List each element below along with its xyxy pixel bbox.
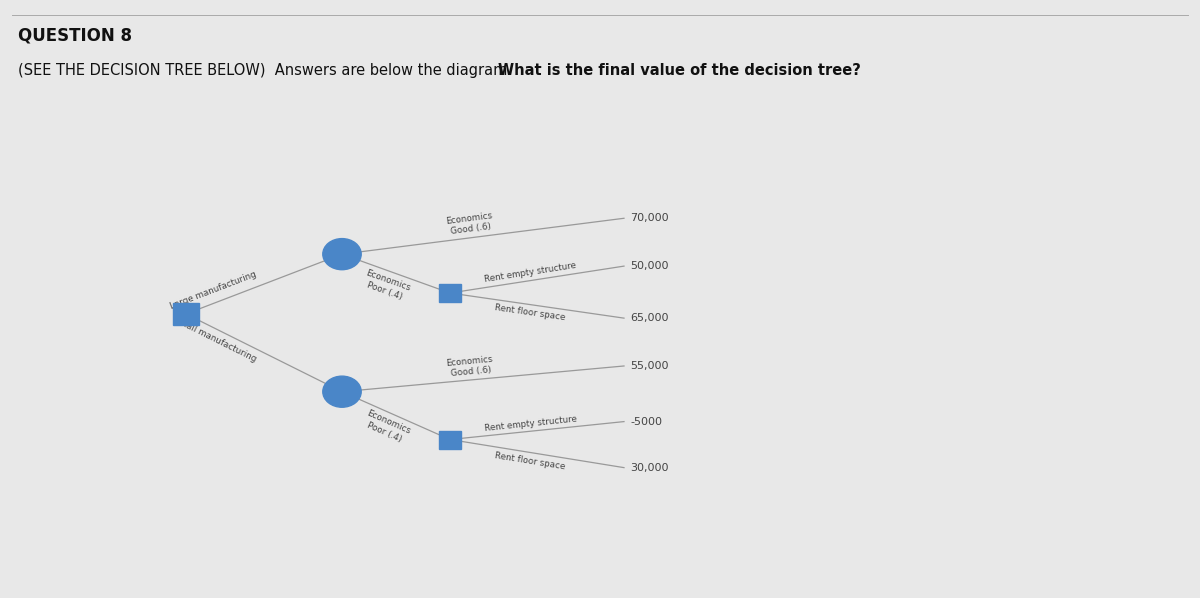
Text: Rent empty structure: Rent empty structure [484,261,577,284]
Bar [439,431,461,448]
Text: 50,000: 50,000 [630,261,668,271]
Text: Economics
Poor (.4): Economics Poor (.4) [361,269,412,303]
Bar [439,284,461,302]
Text: Large manufacturing: Large manufacturing [169,270,258,311]
Text: What is the final value of the decision tree?: What is the final value of the decision … [498,63,860,78]
Text: 55,000: 55,000 [630,361,668,371]
Text: QUESTION 8: QUESTION 8 [18,27,132,45]
Bar [173,303,199,325]
Text: 30,000: 30,000 [630,463,668,472]
Ellipse shape [323,239,361,270]
Text: (SEE THE DECISION TREE BELOW)  Answers are below the diagram.: (SEE THE DECISION TREE BELOW) Answers ar… [18,63,521,78]
Text: Small manufacturing: Small manufacturing [173,315,258,364]
Text: Rent floor space: Rent floor space [494,451,566,471]
Text: Economics
Good (.6): Economics Good (.6) [445,211,494,236]
Ellipse shape [323,376,361,407]
Text: Rent empty structure: Rent empty structure [484,414,577,433]
Text: 70,000: 70,000 [630,213,668,223]
Text: 65,000: 65,000 [630,313,668,323]
Text: Rent floor space: Rent floor space [494,303,566,322]
Text: -5000: -5000 [630,417,662,426]
Text: Economics
Poor (.4): Economics Poor (.4) [361,409,412,446]
Text: Economics
Good (.6): Economics Good (.6) [446,355,494,378]
